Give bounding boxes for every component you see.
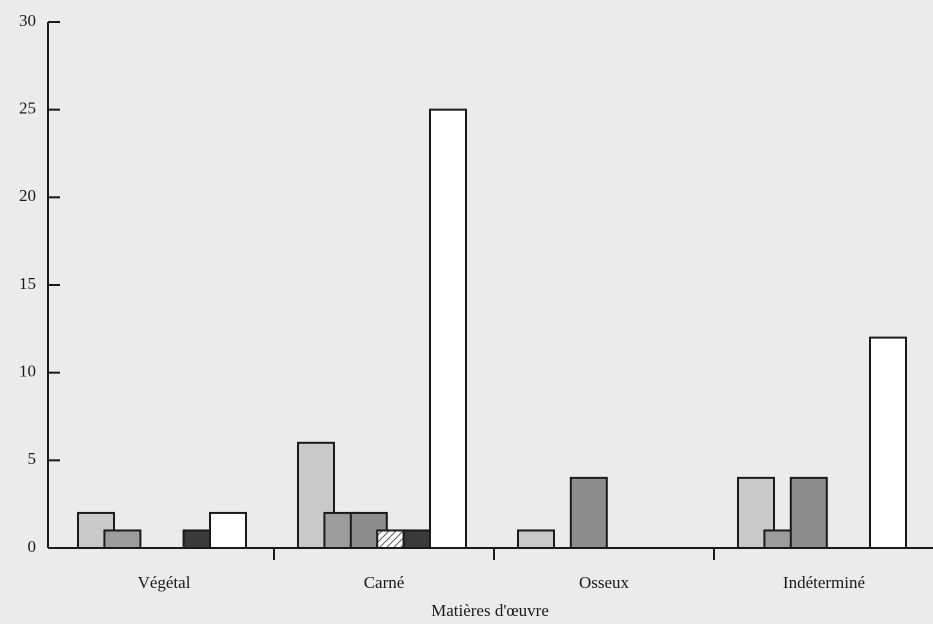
bar bbox=[103, 529, 142, 550]
bar bbox=[737, 476, 775, 549]
bar bbox=[789, 476, 828, 549]
y-tick-label: 15 bbox=[19, 274, 36, 293]
bar bbox=[429, 108, 467, 550]
bar bbox=[209, 511, 247, 550]
y-tick-label: 5 bbox=[28, 449, 37, 468]
x-tick-label: Carné bbox=[364, 573, 405, 592]
x-tick-label: Indéterminé bbox=[783, 573, 865, 592]
y-tick-label: 30 bbox=[19, 11, 36, 30]
y-tick-label: 25 bbox=[19, 99, 36, 118]
x-tick-label: Végétal bbox=[138, 573, 191, 592]
x-tick-label: Osseux bbox=[579, 573, 630, 592]
x-axis-label: Matières d'œuvre bbox=[431, 601, 549, 620]
bar bbox=[517, 529, 555, 550]
y-tick-label: 0 bbox=[28, 537, 37, 556]
bar bbox=[869, 336, 907, 549]
y-tick-label: 10 bbox=[19, 362, 36, 381]
y-tick-label: 20 bbox=[19, 186, 36, 205]
bar bbox=[569, 476, 608, 549]
